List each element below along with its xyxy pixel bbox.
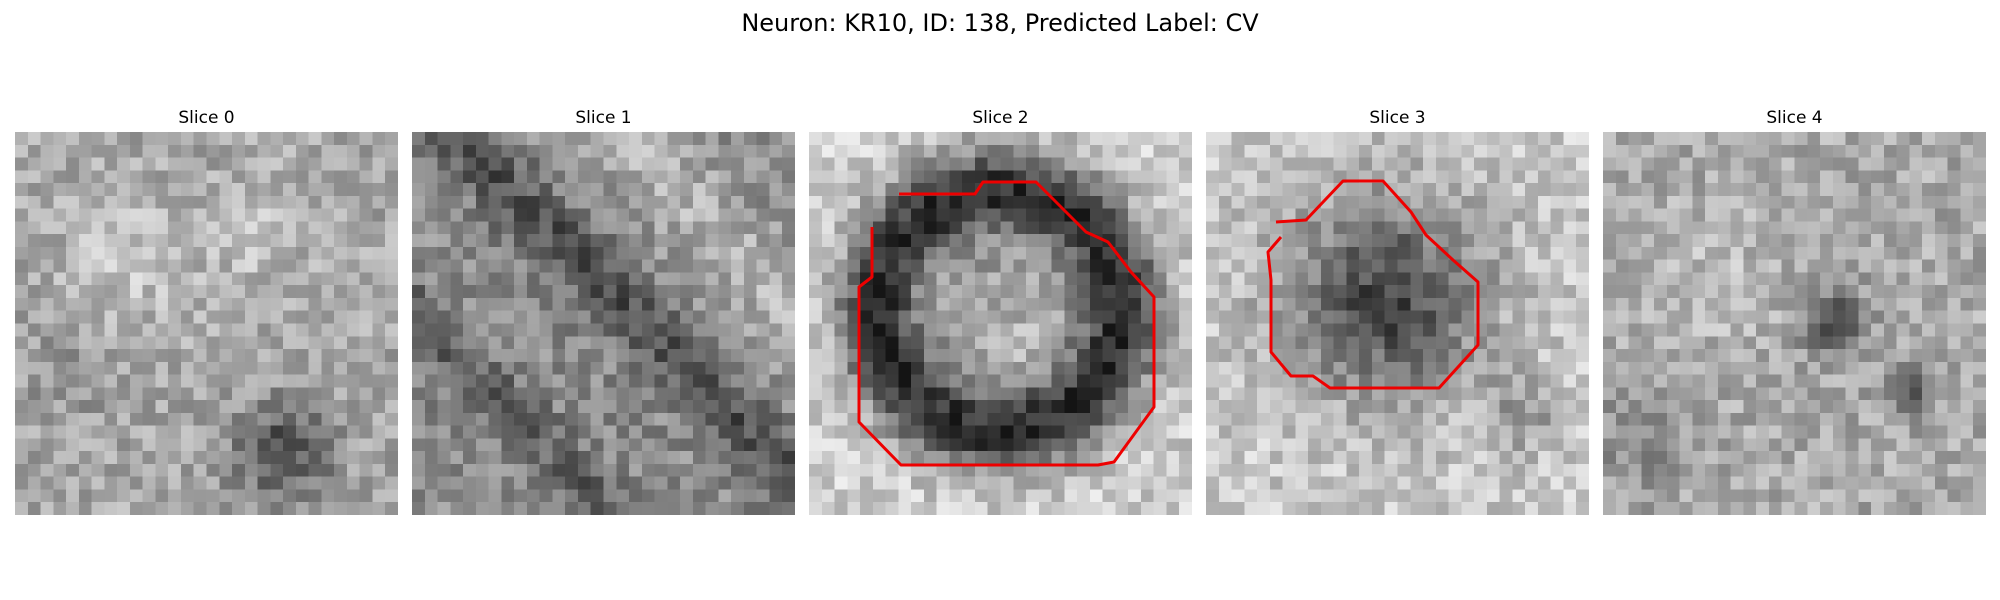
grayscale-micrograph [15,132,398,515]
slice-panel-3: Slice 3 [1206,108,1589,515]
slice-panel-4: Slice 4 [1603,108,1986,515]
grayscale-micrograph [1206,132,1589,515]
contour-outline [1266,179,1480,390]
slice-title: Slice 2 [972,108,1029,128]
slice-image [809,132,1192,515]
segmentation-contour [1266,179,1480,390]
contour-outline [857,180,1156,467]
slice-image [412,132,795,515]
slice-panel-1: Slice 1 [412,108,795,515]
slice-image [1206,132,1589,515]
slice-panel-0: Slice 0 [15,108,398,515]
slice-panel-2: Slice 2 [809,108,1192,515]
slice-title: Slice 0 [178,108,235,128]
slice-image [1603,132,1986,515]
figure-title: Neuron: KR10, ID: 138, Predicted Label: … [741,9,1259,37]
segmentation-contour [857,180,1156,467]
slice-image [15,132,398,515]
grayscale-micrograph [412,132,795,515]
grayscale-micrograph [809,132,1192,515]
grayscale-micrograph [1603,132,1986,515]
slice-title: Slice 4 [1766,108,1823,128]
slice-title: Slice 3 [1369,108,1426,128]
slice-title: Slice 1 [575,108,632,128]
